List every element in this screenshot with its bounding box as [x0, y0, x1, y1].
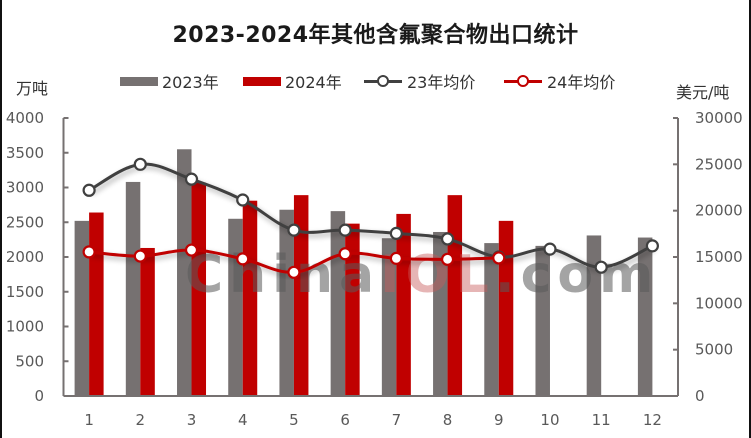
x-tick-label: 11 [592, 411, 611, 429]
bar-2023年-9 [484, 243, 499, 396]
left-tick-label: 2500 [6, 213, 44, 231]
bar-2024年-4 [242, 200, 258, 396]
marker-23年均价 [236, 193, 250, 207]
x-tick-label: 8 [443, 411, 453, 429]
marker-23年均价 [645, 239, 659, 253]
marker-24年均价 [338, 247, 352, 261]
line-marker-icon [504, 74, 542, 88]
left-tick-label: 1500 [6, 283, 44, 301]
right-tick-label: 15000 [695, 248, 743, 266]
legend-label: 2024年 [285, 73, 342, 92]
bar-2023年-11 [586, 235, 602, 396]
right-tick-label: 20000 [695, 202, 743, 220]
legend-item-2023: 2023年 [120, 70, 219, 92]
bar-2023年-10 [535, 245, 550, 396]
bar-swatch-icon [120, 76, 158, 86]
right-tick-label: 5000 [695, 341, 733, 359]
marker-24年均价 [133, 249, 147, 263]
marker-23年均价 [440, 232, 455, 246]
legend-item-23-avg: 23年均价 [364, 70, 475, 92]
marker-24年均价 [492, 251, 506, 265]
bar-swatch-icon [243, 76, 281, 86]
bar-2024年-3 [191, 182, 207, 396]
x-tick-label: 6 [340, 411, 350, 429]
bar-2024年-5 [293, 195, 309, 396]
x-tick-label: 5 [289, 411, 299, 429]
bar-2024年-2 [140, 247, 155, 396]
left-tick-label: 1000 [6, 318, 44, 336]
left-tick-label: 500 [15, 352, 44, 370]
x-tick-label: 9 [494, 411, 504, 429]
bar-2023年-2 [125, 181, 141, 396]
watermark: ChinaIOL.com [185, 245, 659, 305]
line-series-group [82, 157, 659, 279]
left-tick-label: 3500 [6, 144, 44, 162]
marker-23年均价 [133, 157, 147, 171]
legend-label: 24年均价 [547, 73, 616, 92]
marker-24年均价 [389, 251, 403, 265]
line-marker-icon [364, 74, 402, 88]
marker-23年均价 [594, 260, 608, 274]
x-tick-label: 10 [540, 411, 559, 429]
legend-item-2024: 2024年 [243, 70, 342, 92]
marker-23年均价 [287, 223, 301, 237]
marker-23年均价 [389, 226, 403, 240]
marker-24年均价 [440, 252, 455, 266]
marker-23年均价 [184, 172, 199, 186]
right-tick-label: 10000 [695, 294, 743, 312]
x-tick-label: 12 [643, 411, 662, 429]
bar-2023年-7 [381, 238, 397, 396]
marker-23年均价 [338, 223, 352, 237]
left-tick-label: 0 [34, 387, 44, 405]
bar-2024年-1 [89, 212, 104, 396]
bar-2023年-3 [177, 149, 192, 396]
chart-title: 2023-2024年其他含氟聚合物出口统计 [172, 23, 579, 48]
x-tick-label: 4 [238, 411, 248, 429]
x-tick-label: 1 [84, 411, 94, 429]
legend-label: 23年均价 [407, 73, 476, 92]
bar-series-group [74, 149, 653, 396]
left-tick-label: 2000 [6, 248, 44, 266]
right-tick-label: 25000 [695, 155, 743, 173]
axes: 0 500 1000 1500 2000 2500 3000 3500 4000 0 5000 100… [6, 109, 743, 429]
watermark-text: ChinaIOL.com [185, 245, 659, 305]
marker-23年均价 [543, 242, 557, 256]
x-tick-label: 7 [392, 411, 402, 429]
legend-label: 2023年 [162, 73, 219, 92]
legend-item-24-avg: 24年均价 [504, 70, 615, 92]
left-tick-label: 3000 [6, 179, 44, 197]
bar-2024年-8 [447, 195, 463, 396]
x-tick-label: 3 [187, 411, 197, 429]
bar-2024年-9 [498, 220, 514, 396]
marker-24年均价 [236, 252, 250, 266]
bar-2024年-6 [345, 223, 360, 396]
left-axis-unit: 万吨 [16, 79, 49, 98]
right-axis-unit: 美元/吨 [676, 83, 730, 102]
marker-23年均价 [82, 183, 96, 197]
left-tick-label: 4000 [6, 109, 44, 127]
bar-2023年-12 [637, 237, 653, 396]
bar-2023年-8 [433, 231, 448, 396]
marker-24年均价 [287, 265, 301, 279]
bar-2023年-1 [74, 220, 90, 396]
right-tick-label: 0 [695, 387, 705, 405]
bar-2023年-5 [279, 209, 294, 396]
right-tick-label: 30000 [695, 109, 743, 127]
marker-24年均价 [184, 243, 199, 257]
marker-24年均价 [82, 245, 96, 259]
x-tick-label: 2 [136, 411, 146, 429]
